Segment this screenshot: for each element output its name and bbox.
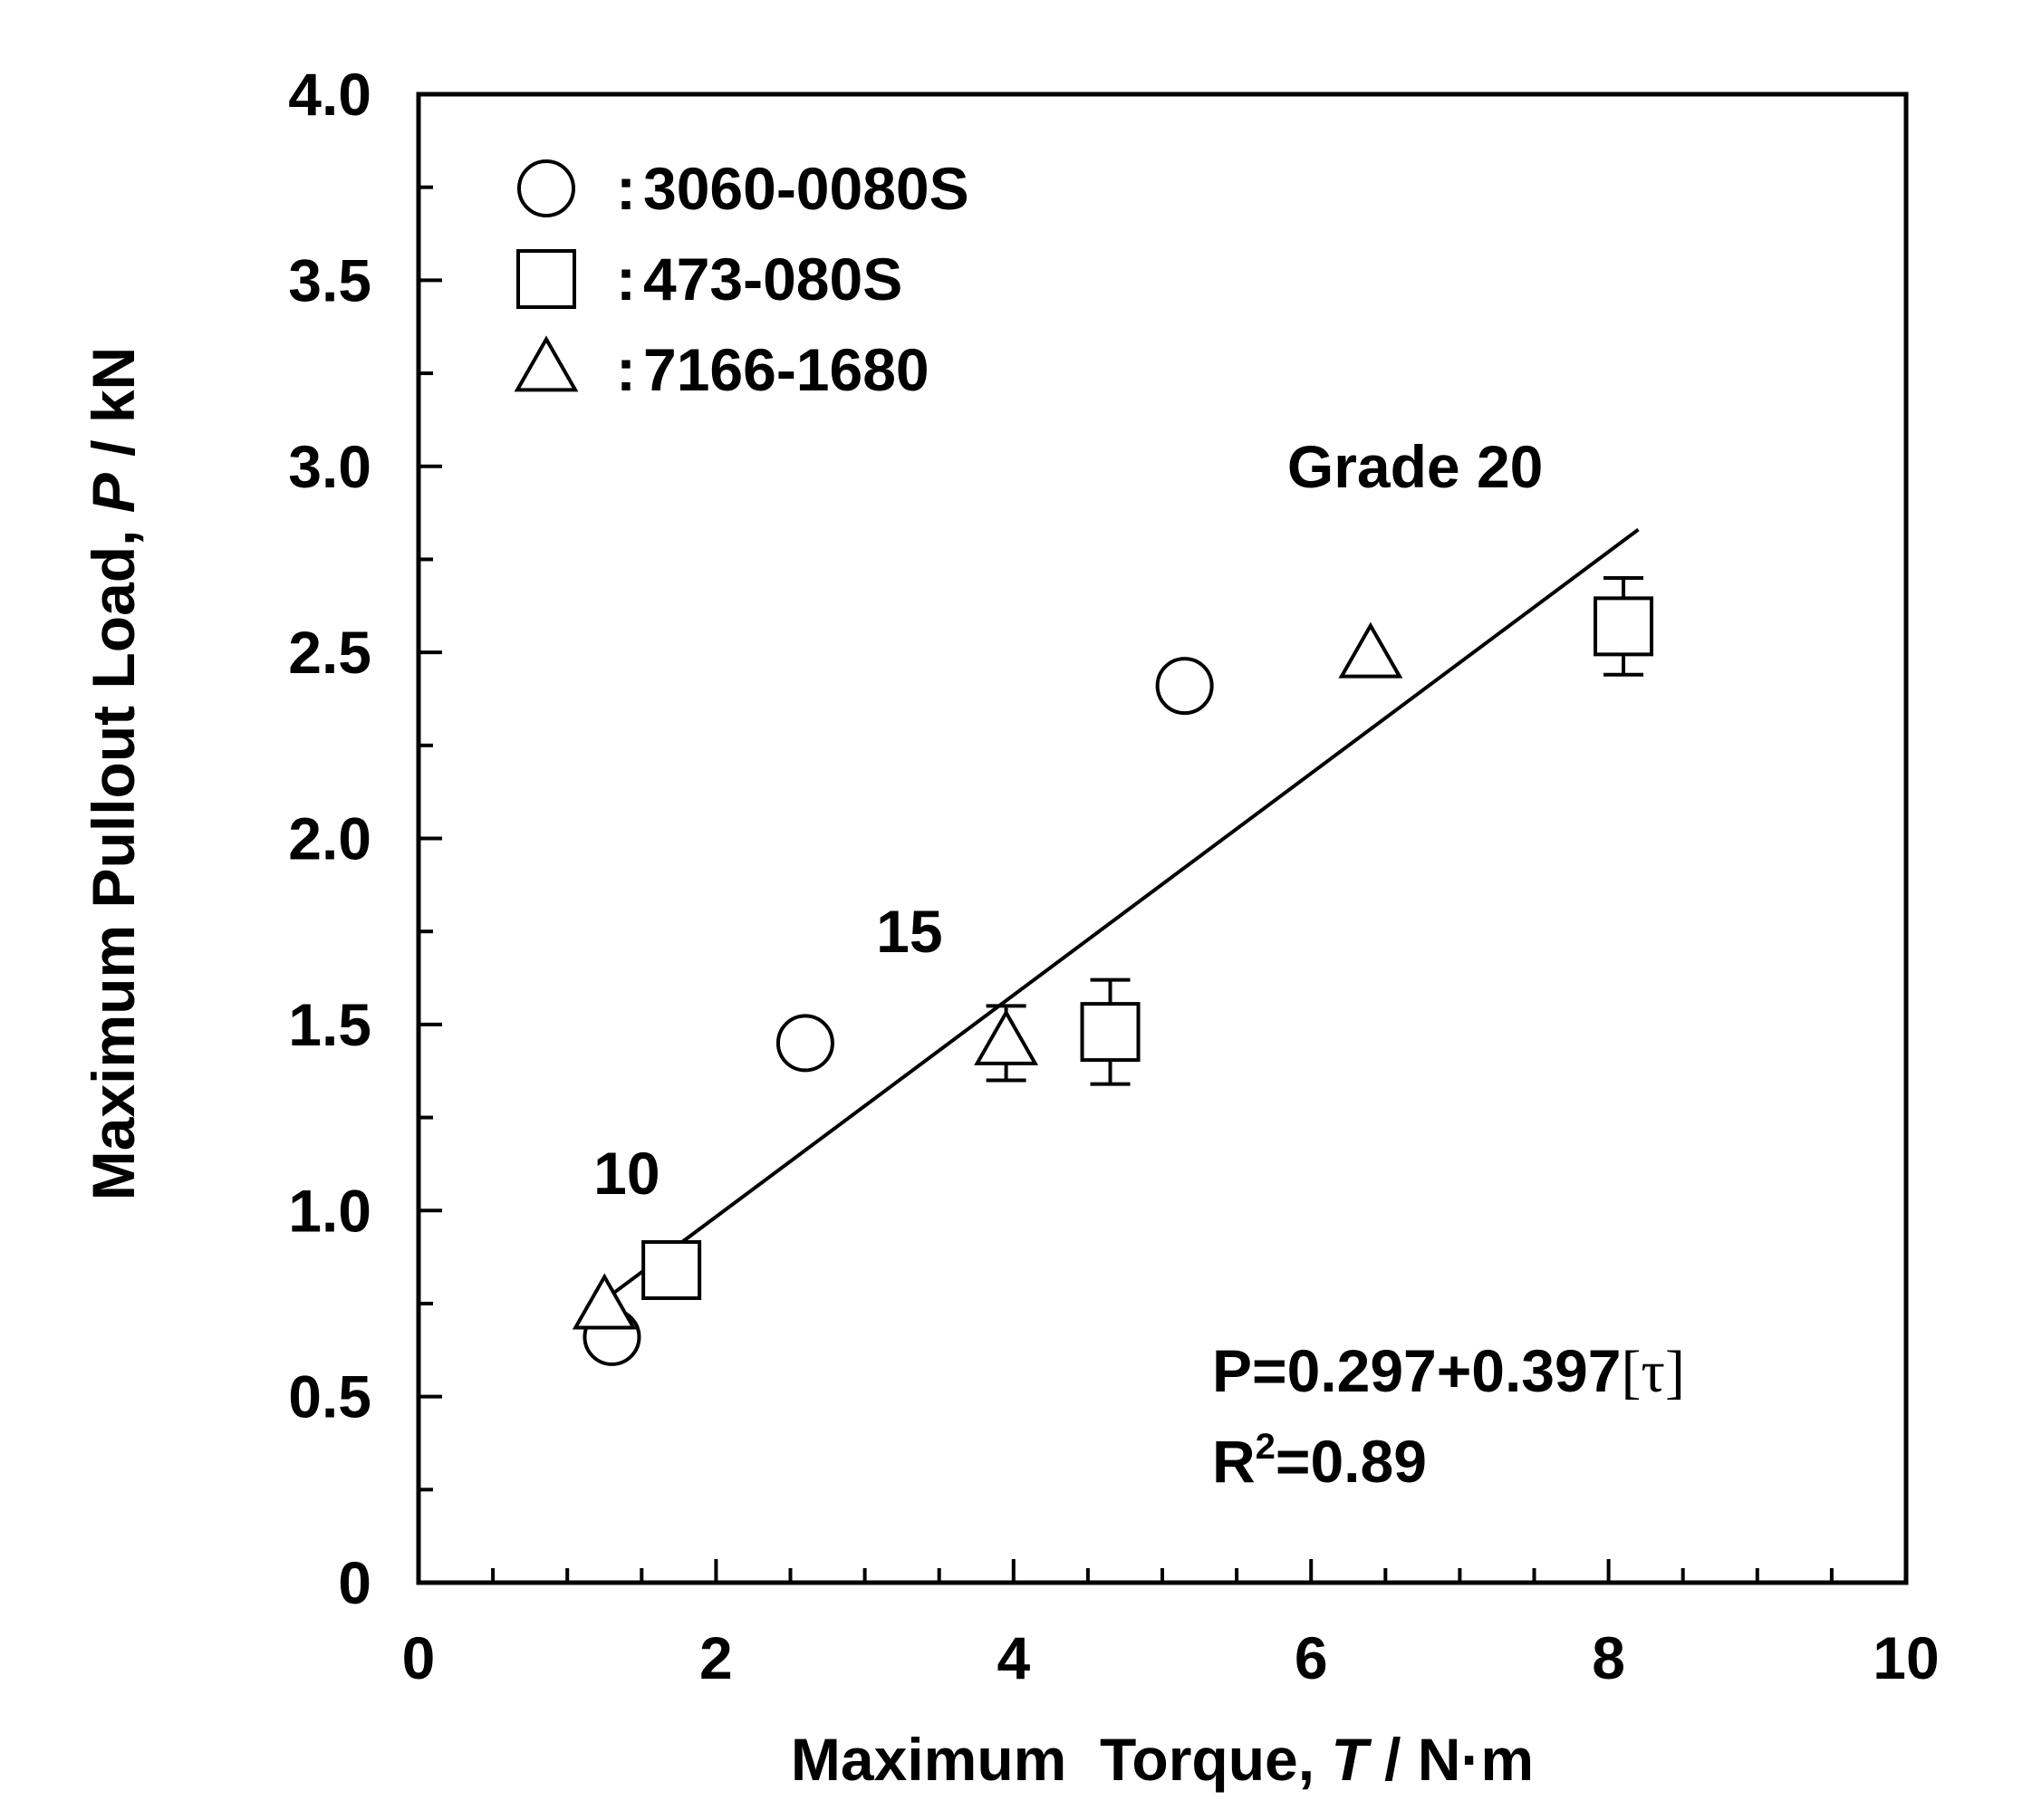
legend: :3060-0080S: 473-080S: 7166-1680 (514, 155, 969, 403)
grade-annotations: 10 15 Grade 20 (593, 433, 1543, 1207)
y-axis-title-prefix: Maximum Pullout Load, (80, 513, 147, 1200)
y-tick-label: 0 (338, 1549, 371, 1616)
legend-label-3060-0080s: 3060-0080S (643, 155, 969, 222)
legend-separator: : (616, 246, 636, 313)
x-axis-title-symbol: T (1331, 1726, 1372, 1793)
y-axis-title: Maximum Pullout Load, P / kN (80, 347, 147, 1200)
legend-label-7166-1680: 7166-1680 (643, 336, 929, 403)
y-tick-label: 3.5 (288, 246, 371, 313)
point-473-080s (641, 1239, 702, 1300)
r-squared: R2=0.89 (1212, 1427, 1427, 1495)
data-markers (572, 575, 1654, 1366)
y-tick-label: 1.5 (288, 991, 371, 1058)
y-tick-label: 0.5 (288, 1363, 371, 1430)
fit-equation: P=0.297+0.397[τ] (1212, 1337, 1685, 1405)
r-squared-value: =0.89 (1276, 1428, 1427, 1495)
point-7166-1680 (974, 1008, 1039, 1065)
x-tick-label: 6 (1295, 1624, 1328, 1691)
axis-tick-labels: 0 2 4 6 8 10 0 0.5 1.0 1.5 2.0 2.5 3.0 3.5 4.0 (288, 61, 1939, 1691)
regression-line (603, 527, 1640, 1302)
legend-marker-473-080s (516, 249, 576, 309)
y-axis-title-symbol: P (80, 472, 147, 513)
point-473-080s (1594, 596, 1654, 657)
legend-separator: : (616, 155, 636, 222)
y-axis-title-suffix: / kN (80, 347, 147, 473)
x-tick-label: 8 (1592, 1624, 1625, 1691)
y-tick-label: 2.0 (288, 805, 371, 872)
grade-label: 15 (876, 898, 942, 965)
point-3060-0080s (775, 1014, 834, 1073)
grade-label: 10 (593, 1140, 660, 1207)
legend-label-473-080s: 473-080S (643, 246, 902, 313)
x-axis-title-suffix: / N·m (1368, 1726, 1534, 1793)
point-3060-0080s (1155, 657, 1214, 716)
x-tick-label: 4 (997, 1624, 1030, 1691)
y-tick-label: 3.0 (288, 433, 371, 500)
x-tick-label: 10 (1873, 1624, 1939, 1691)
r-squared-sup: 2 (1256, 1427, 1276, 1467)
y-tick-label: 1.0 (288, 1177, 371, 1244)
point-7166-1680 (572, 1273, 637, 1330)
x-axis-title: Maximum Torque, T / N·m (791, 1726, 1534, 1793)
fit-equation-bracket-open: [ (1621, 1339, 1641, 1405)
fit-equation-lhs: P=0.297+0.397 (1212, 1337, 1621, 1404)
grade-label: Grade 20 (1287, 433, 1544, 500)
x-tick-label: 2 (699, 1624, 733, 1691)
legend-marker-3060-0080s (517, 159, 575, 217)
x-tick-label: 0 (402, 1624, 436, 1691)
legend-marker-7166-1680 (514, 335, 579, 392)
fit-equation-bracket-close: ] (1665, 1339, 1685, 1405)
point-473-080s (1080, 1002, 1141, 1063)
fit-equation-tau: τ (1641, 1339, 1665, 1405)
y-tick-label: 4.0 (288, 61, 371, 128)
point-7166-1680 (1338, 621, 1403, 679)
legend-separator: : (616, 336, 636, 403)
y-tick-label: 2.5 (288, 619, 371, 686)
r-squared-base: R (1212, 1428, 1256, 1495)
axis-ticks (417, 92, 1908, 1584)
x-axis-title-prefix: Maximum Torque, (791, 1726, 1332, 1793)
